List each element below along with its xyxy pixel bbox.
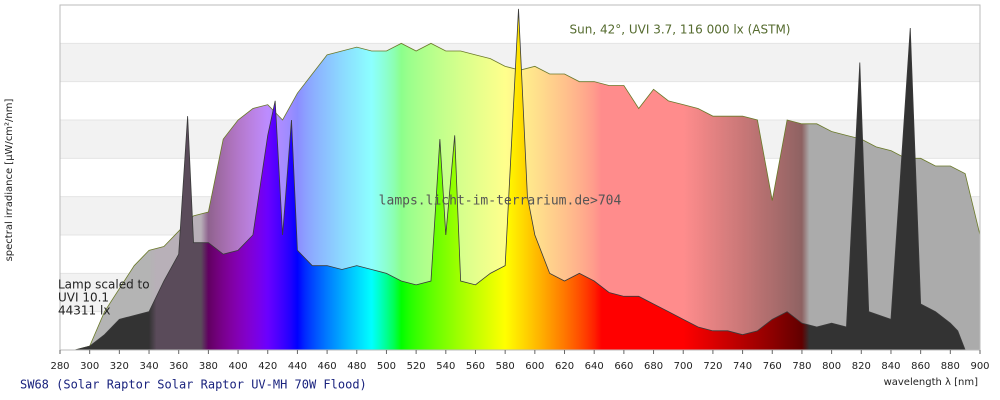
footer: SW68 (Solar Raptor Solar Raptor UV-MH 70… (20, 378, 367, 392)
y-axis-label: spectral irradiance [µW/cm²/nm] (4, 98, 15, 261)
x-tick-label: 620 (555, 361, 574, 372)
x-tick-label: 800 (822, 361, 841, 372)
x-tick-label: 300 (80, 361, 99, 372)
plot-frame (59, 4, 981, 351)
x-tick-label: 840 (881, 361, 900, 372)
x-tick-label: 320 (110, 361, 129, 372)
chart-title: Sun, 42°, UVI 3.7, 116 000 lx (ASTM) (570, 23, 791, 37)
x-tick-label: 820 (852, 361, 871, 372)
x-tick-label: 380 (199, 361, 218, 372)
x-tick-label: 880 (941, 361, 960, 372)
x-tick-label: 560 (466, 361, 485, 372)
x-tick-label: 400 (229, 361, 248, 372)
annotation: Lamp scaled to (58, 278, 150, 292)
area (74, 8, 966, 350)
annotation: 44311 lx (58, 304, 110, 318)
x-tick-label: 740 (733, 361, 752, 372)
x-tick-label: 520 (407, 361, 426, 372)
x-tick-label: 660 (614, 361, 633, 372)
x-tick-label: 460 (318, 361, 337, 372)
line (74, 8, 966, 351)
x-tick-label: 360 (169, 361, 188, 372)
x-tick-label: 860 (911, 361, 930, 372)
x-tick-label: 700 (674, 361, 693, 372)
x-tick-label: 600 (525, 361, 544, 372)
x-tick-label: 900 (970, 361, 989, 372)
x-tick-label: 340 (139, 361, 158, 372)
x-tick-label: 280 (50, 361, 69, 372)
x-tick-label: 500 (377, 361, 396, 372)
x-tick-label: 420 (258, 361, 277, 372)
x-tick-label: 640 (585, 361, 604, 372)
x-tick-label: 760 (763, 361, 782, 372)
x-tick-label: 540 (436, 361, 455, 372)
x-tick-label: 440 (288, 361, 307, 372)
plot (59, 4, 981, 351)
x-tick-label: 780 (792, 361, 811, 372)
x-tick-label: 680 (644, 361, 663, 372)
annotation: UVI 10.1 (58, 291, 109, 305)
watermark: lamps.licht-im-terrarium.de>704 (379, 194, 622, 209)
line (74, 42, 981, 351)
x-tick-label: 580 (496, 361, 515, 372)
x-tick-label: 480 (347, 361, 366, 372)
x-tick-label: 720 (703, 361, 722, 372)
x-axis-label: wavelength λ [nm] (884, 377, 979, 388)
